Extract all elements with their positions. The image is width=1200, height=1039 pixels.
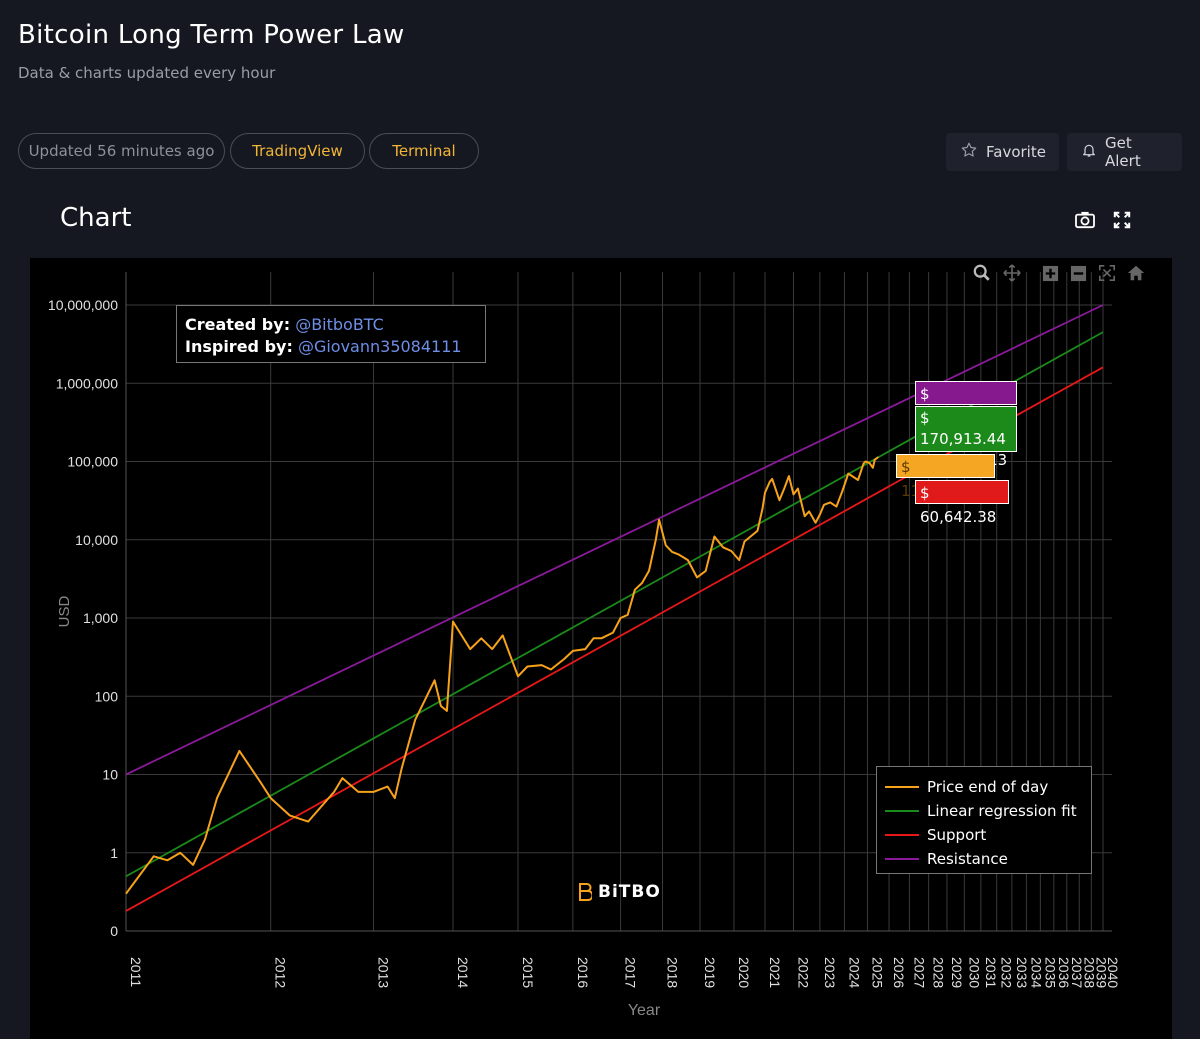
legend-label: Support [927,826,987,844]
x-tick-label: 2038 [1081,957,1097,988]
x-tick-label: 2030 [966,957,982,988]
y-tick-label: 0 [110,923,118,939]
bitbo-logo: BiTBO [578,882,661,902]
legend-label: Linear regression fit [927,802,1077,820]
x-tick-label: 2037 [1069,957,1085,988]
y-tick-label: 10,000,000 [48,297,118,313]
legend-label: Resistance [927,850,1008,868]
x-tick-label: 2011 [128,957,144,987]
inspired-label: Inspired by: [185,337,293,356]
zoom-out-icon[interactable] [1068,263,1088,283]
x-tick-label: 2015 [520,957,536,988]
x-tick-label: 2036 [1056,957,1072,988]
x-tick-label: 2025 [869,957,885,988]
x-tick-label: 2026 [891,957,907,988]
fullscreen-icon[interactable] [1109,207,1135,233]
camera-icon[interactable] [1072,207,1098,233]
y-tick-label: 100 [95,688,119,704]
x-tick-label: 2040 [1105,957,1121,988]
zoom-in-icon[interactable] [1040,263,1060,283]
page-subtitle: Data & charts updated every hour [18,64,276,82]
bitbo-logo-icon [579,883,592,901]
chart-panel: 2011 2012 2013 2014 2015 2016 2017 2018 2019 2020… [30,258,1172,1039]
x-tick-label: 2028 [931,957,947,988]
x-tick-label: 2021 [767,957,783,988]
x-tick-label: 2013 [376,957,392,988]
page-title: Bitcoin Long Term Power Law [18,20,405,50]
autoscale-icon[interactable] [1097,263,1117,283]
x-tick-label: 2024 [846,957,862,988]
x-tick-label: 2027 [911,957,927,988]
x-tick-label: 2020 [736,957,752,988]
x-tick-label: 2039 [1093,957,1109,988]
x-tick-label: 2029 [949,957,965,988]
x-tick-label: 2023 [822,957,838,988]
x-tick-label: 2014 [455,957,471,988]
x-tick-label: 2035 [1042,957,1058,988]
credit-box: Created by: @BitboBTC Inspired by: @Giov… [176,305,486,363]
x-axis-title: Year [628,1002,661,1019]
legend-label: Price end of day [927,778,1049,796]
pan-icon[interactable] [1002,263,1022,283]
x-tick-label: 2032 [999,957,1015,988]
fit-value: $ 170,913.44 [920,409,1006,448]
favorite-button[interactable]: Favorite [946,133,1059,171]
power-law-chart[interactable]: 2011 2012 2013 2014 2015 2016 2017 2018 2019 2020… [30,258,1172,1039]
support-value-tag: $ 60,642.38 [915,480,1009,526]
x-tick-label: 2031 [983,957,999,988]
inspired-handle[interactable]: @Giovann35084111 [297,337,462,356]
section-title: Chart [60,203,132,233]
terminal-button[interactable]: Terminal [369,133,479,169]
legend-item-support[interactable]: Support [885,823,1091,847]
zoom-icon[interactable] [972,263,992,283]
brand-name: BiTBO [598,882,661,902]
y-tick-label: 10,000 [75,532,118,548]
x-tick-label: 2019 [702,957,718,988]
y-tick-label: 10 [102,767,118,783]
x-tick-label: 2012 [273,957,289,988]
bell-icon [1081,141,1097,163]
legend-item-resistance[interactable]: Resistance [885,847,1091,871]
price-series-line [125,456,879,895]
y-tick-label: 1,000 [83,610,118,626]
home-icon[interactable] [1126,263,1146,283]
x-tick-label: 2018 [664,957,680,988]
resistance-value-tag: $ 598,438.84 [915,381,1017,427]
price-value-tag: $ 114,172.97 [896,454,995,500]
fit-value-tag: $ 170,913.44 2026-07-13 [915,406,1017,469]
x-tick-label: 2034 [1028,957,1044,988]
star-icon [960,141,978,163]
legend-item-price[interactable]: Price end of day [885,775,1091,799]
y-tick-label: 100,000 [67,454,118,470]
y-tick-label: 1 [110,845,118,861]
created-label: Created by: [185,315,291,334]
x-tick-label: 2017 [623,957,639,988]
chart-legend: Price end of day Linear regression fit S… [876,766,1092,874]
updated-status-pill: Updated 56 minutes ago [18,133,225,169]
y-tick-label: 1,000,000 [56,375,118,391]
legend-item-fit[interactable]: Linear regression fit [885,799,1091,823]
get-alert-button[interactable]: Get Alert [1067,133,1182,171]
created-handle[interactable]: @BitboBTC [295,315,384,334]
x-tick-label: 2033 [1014,957,1030,988]
tradingview-button[interactable]: TradingView [230,133,365,169]
y-axis-title: USD [56,595,73,627]
alert-label: Get Alert [1105,134,1141,170]
x-tick-label: 2022 [796,957,812,988]
favorite-label: Favorite [986,143,1046,161]
x-tick-label: 2016 [575,957,591,988]
